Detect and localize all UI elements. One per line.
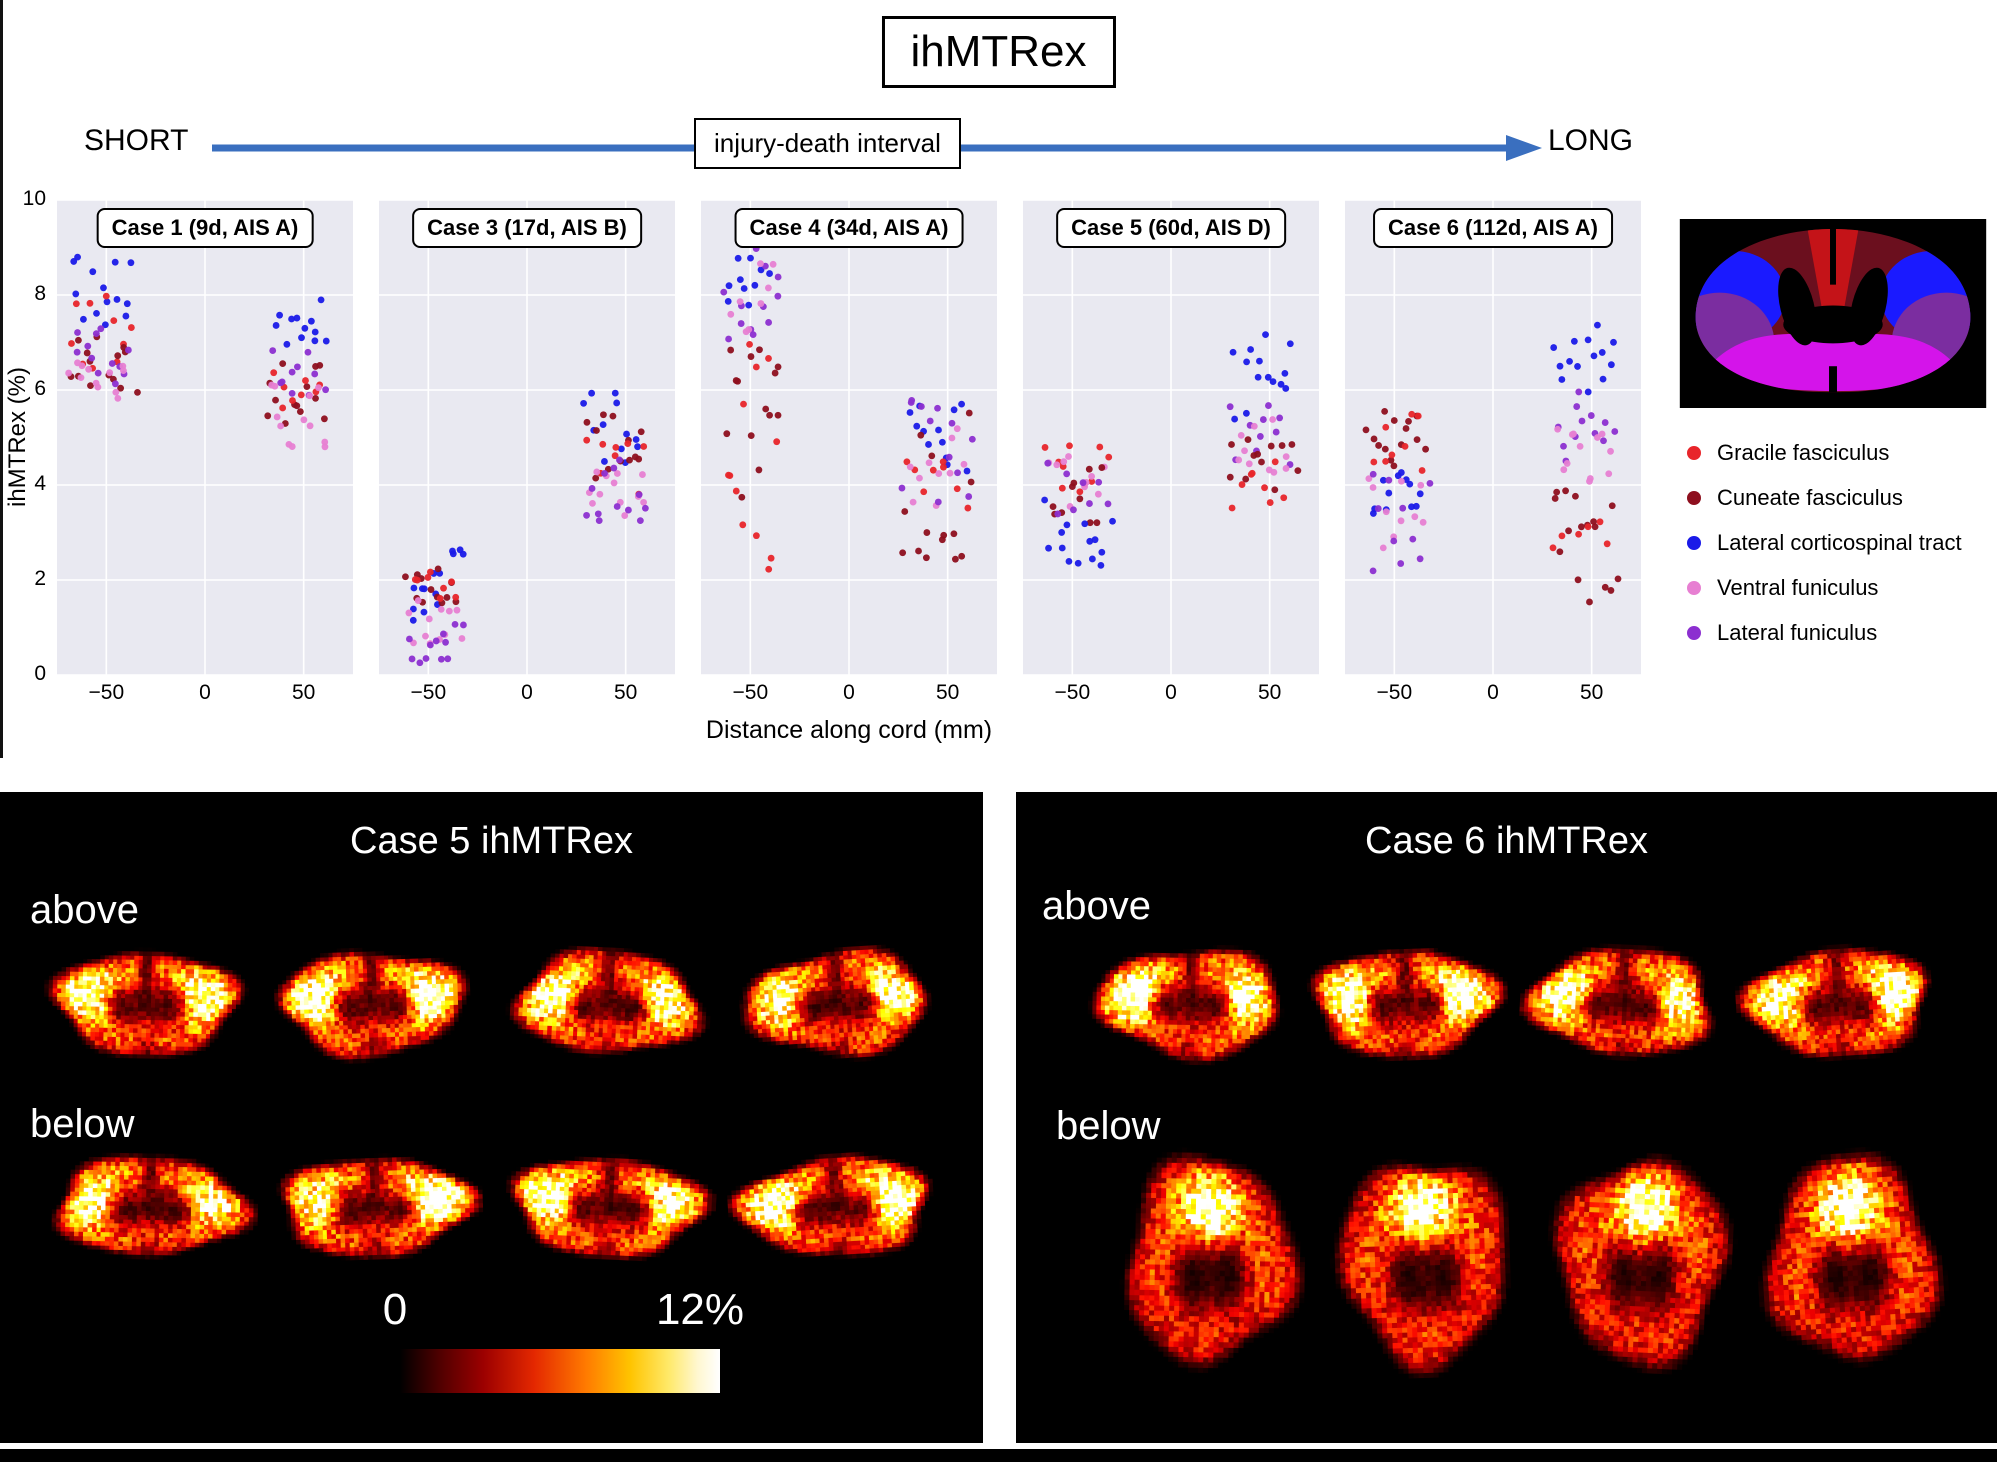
legend-item-gracile: Gracile fasciculus	[1679, 430, 1962, 475]
heatmap-slice	[1516, 934, 1728, 1070]
arrow-long-label: LONG	[1548, 124, 1634, 157]
case5-heatmap-title: Case 5 ihMTRex	[350, 820, 633, 862]
scatter-plot	[701, 200, 997, 675]
spinal-cord-region-diagram	[1679, 219, 1987, 408]
case6-below-label: below	[1056, 1104, 1161, 1148]
x-tick-label: 0	[521, 681, 533, 704]
panel-title: Case 1 (9d, AIS A)	[96, 208, 314, 248]
heatmap-slice	[1300, 936, 1510, 1068]
heatmap-slice	[1112, 1140, 1308, 1380]
legend-dot-icon	[1687, 535, 1701, 550]
x-tick-label: −50	[1054, 681, 1091, 704]
x-tick-label: 0	[843, 681, 855, 704]
x-tick-label: −50	[88, 681, 125, 704]
heatmap-slice	[724, 1142, 946, 1270]
arrowhead-icon	[1506, 135, 1542, 161]
x-axis-label: Distance along cord (mm)	[705, 716, 993, 744]
figure-title: ihMTRex	[910, 27, 1087, 76]
x-tick-label: 50	[291, 681, 316, 704]
x-tick-label: 0	[199, 681, 211, 704]
figure-left-edge	[0, 0, 3, 758]
case5-below-label: below	[30, 1102, 135, 1146]
heatmap-slice	[1086, 937, 1294, 1067]
heatmap-colorbar	[400, 1349, 720, 1393]
legend-label: Lateral funiculus	[1717, 619, 1878, 645]
heatmap-slice	[1731, 933, 1945, 1071]
y-tick-label: 8	[34, 282, 46, 305]
legend-dot-icon	[1687, 580, 1701, 595]
tract-legend: Gracile fasciculus Cuneate fasciculus Late…	[1679, 430, 1962, 655]
x-tick-label: 50	[1257, 681, 1282, 704]
legend-label: Lateral corticospinal tract	[1717, 529, 1962, 555]
colorbar-min-label: 0	[382, 1285, 408, 1334]
heatmap-slice	[42, 941, 250, 1065]
panel-title: Case 4 (34d, AIS A)	[734, 208, 964, 248]
legend-label: Ventral funiculus	[1717, 574, 1879, 600]
scatter-plot	[57, 200, 353, 675]
panel-title: Case 6 (112d, AIS A)	[1373, 208, 1613, 248]
scatter-panel-2: Case 3 (17d, AIS B) −50 0 50	[379, 200, 675, 704]
scatter-panel-4: Case 5 (60d, AIS D) −50 0 50	[1023, 200, 1319, 704]
case5-above-label: above	[30, 888, 139, 932]
case6-heatmap-panel: Case 6 ihMTRex above below	[1016, 792, 1997, 1443]
legend-dot-icon	[1687, 445, 1701, 460]
y-tick-label: 2	[34, 567, 46, 590]
x-tick-label: 50	[935, 681, 960, 704]
figure-bottom-edge	[0, 1449, 1997, 1462]
scatter-panel-1: Case 1 (9d, AIS A) −50 0 50	[57, 200, 353, 704]
heatmap-slice	[498, 1143, 718, 1269]
arrow-short-label: SHORT	[84, 124, 189, 157]
interval-label-box: injury-death interval	[694, 118, 961, 169]
figure-title-box: ihMTRex	[881, 16, 1116, 88]
x-tick-label: 0	[1165, 681, 1177, 704]
heatmap-slice	[731, 937, 943, 1069]
x-tick-label: 50	[613, 681, 638, 704]
scatter-panel-3: Case 4 (34d, AIS A) −50 0 50	[701, 200, 997, 704]
heatmap-slice	[265, 1145, 485, 1267]
y-tick-label: 4	[34, 472, 46, 495]
scatter-plot	[1345, 200, 1641, 675]
legend-label: Gracile fasciculus	[1717, 439, 1890, 465]
heatmap-slice	[267, 939, 477, 1067]
heatmap-slice	[502, 938, 714, 1068]
scatter-panel-5: Case 6 (112d, AIS A) −50 0 50	[1345, 200, 1641, 704]
y-tick-label: 0	[34, 662, 46, 685]
x-tick-label: 50	[1579, 681, 1604, 704]
y-tick-label: 10	[22, 187, 46, 210]
case6-heatmap-title: Case 6 ihMTRex	[1365, 820, 1648, 862]
colorbar-max-label: 12%	[655, 1285, 745, 1334]
x-tick-label: 0	[1487, 681, 1499, 704]
legend-item-cuneate: Cuneate fasciculus	[1679, 475, 1962, 520]
case5-heatmap-panel: Case 5 ihMTRex above below 0 12%	[0, 792, 983, 1443]
legend-item-lateral: Lateral funiculus	[1679, 610, 1962, 655]
legend-item-ventral: Ventral funiculus	[1679, 565, 1962, 610]
heatmap-slice	[1541, 1138, 1743, 1382]
panel-title: Case 5 (60d, AIS D)	[1056, 208, 1286, 248]
heatmap-slice	[1750, 1137, 1954, 1383]
case6-above-label: above	[1042, 884, 1151, 928]
legend-label: Cuneate fasciculus	[1717, 484, 1903, 510]
legend-item-cst: Lateral corticospinal tract	[1679, 520, 1962, 565]
scatter-plot	[1023, 200, 1319, 675]
heatmap-slice	[41, 1146, 259, 1266]
x-tick-label: −50	[732, 681, 769, 704]
x-tick-label: −50	[1376, 681, 1413, 704]
x-tick-label: −50	[410, 681, 447, 704]
legend-dot-icon	[1687, 625, 1701, 640]
heatmap-slice	[1326, 1139, 1524, 1381]
scatter-plot	[379, 200, 675, 675]
panel-title: Case 3 (17d, AIS B)	[412, 208, 642, 248]
legend-dot-icon	[1687, 490, 1701, 505]
y-tick-label: 6	[34, 377, 46, 400]
